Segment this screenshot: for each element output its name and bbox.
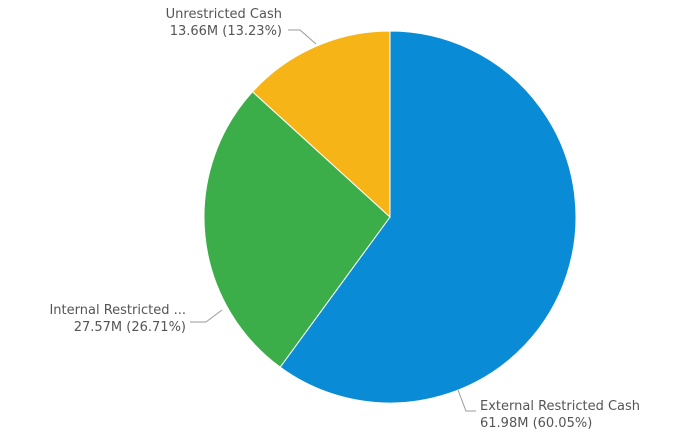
- label-unrestricted-cash: Unrestricted Cash 13.66M (13.23%): [110, 6, 282, 40]
- leader-external-restricted-cash: [457, 389, 476, 412]
- slice-value-internal-restricted: 27.57M (26.71%): [73, 320, 186, 335]
- pie-slice-internal-restricted[interactable]: [203, 90, 391, 368]
- slice-value-unrestricted-cash: 13.66M (13.23%): [169, 24, 282, 39]
- slice-value-external-restricted-cash: 61.98M (60.05%): [480, 416, 593, 431]
- leader-lines: [190, 29, 476, 412]
- slice-name-external-restricted-cash: External Restricted Cash: [480, 399, 641, 414]
- leader-internal-restricted: [190, 309, 223, 323]
- label-external-restricted-cash: External Restricted Cash 61.98M (60.05%): [480, 398, 690, 432]
- pie-slice-external-restricted-cash[interactable]: [279, 30, 577, 404]
- slice-name-unrestricted-cash: Unrestricted Cash: [165, 7, 282, 22]
- slice-name-internal-restricted: Internal Restricted ...: [49, 303, 186, 318]
- pie-slice-unrestricted-cash[interactable]: [251, 30, 391, 219]
- pie-slices: [203, 30, 577, 404]
- leader-unrestricted-cash: [288, 29, 317, 45]
- label-internal-restricted: Internal Restricted ... 27.57M (26.71%): [0, 302, 186, 336]
